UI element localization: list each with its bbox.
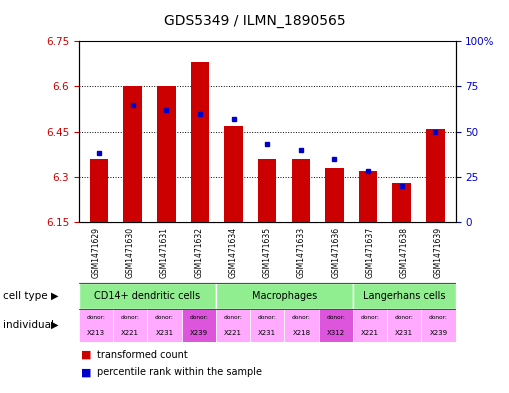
Text: transformed count: transformed count bbox=[97, 350, 187, 360]
Bar bbox=[426, 129, 445, 222]
Text: Macrophages: Macrophages bbox=[252, 291, 317, 301]
Text: donor:: donor: bbox=[395, 315, 414, 320]
Bar bbox=[216, 309, 250, 342]
Text: donor:: donor: bbox=[326, 315, 345, 320]
Text: ▶: ▶ bbox=[51, 320, 59, 330]
Bar bbox=[113, 309, 148, 342]
Text: GSM1471638: GSM1471638 bbox=[400, 227, 409, 278]
Bar bbox=[319, 309, 353, 342]
Text: X218: X218 bbox=[292, 330, 310, 336]
Bar bbox=[387, 309, 421, 342]
Text: GSM1471632: GSM1471632 bbox=[194, 227, 203, 278]
Bar bbox=[421, 309, 456, 342]
Text: individual: individual bbox=[3, 320, 53, 330]
Text: Langerhans cells: Langerhans cells bbox=[363, 291, 445, 301]
Text: ■: ■ bbox=[81, 367, 92, 377]
Bar bbox=[258, 159, 276, 222]
Text: GSM1471633: GSM1471633 bbox=[297, 227, 306, 278]
Bar bbox=[79, 309, 113, 342]
Bar bbox=[325, 168, 344, 222]
Text: X213: X213 bbox=[87, 330, 105, 336]
Text: GSM1471639: GSM1471639 bbox=[434, 227, 443, 278]
Text: donor:: donor: bbox=[429, 315, 448, 320]
Text: ■: ■ bbox=[81, 350, 92, 360]
Text: donor:: donor: bbox=[155, 315, 174, 320]
Bar bbox=[90, 159, 108, 222]
Text: donor:: donor: bbox=[292, 315, 311, 320]
Text: X239: X239 bbox=[430, 330, 447, 336]
Text: X231: X231 bbox=[395, 330, 413, 336]
Text: GSM1471637: GSM1471637 bbox=[365, 227, 375, 278]
Text: donor:: donor: bbox=[223, 315, 242, 320]
Bar bbox=[157, 86, 176, 222]
Bar bbox=[392, 183, 411, 222]
Text: X221: X221 bbox=[121, 330, 139, 336]
Bar bbox=[191, 62, 209, 222]
Text: X221: X221 bbox=[224, 330, 242, 336]
Text: donor:: donor: bbox=[360, 315, 379, 320]
Text: percentile rank within the sample: percentile rank within the sample bbox=[97, 367, 262, 377]
Text: GSM1471636: GSM1471636 bbox=[331, 227, 340, 278]
Text: CD14+ dendritic cells: CD14+ dendritic cells bbox=[94, 291, 201, 301]
Text: X312: X312 bbox=[327, 330, 345, 336]
Text: X231: X231 bbox=[258, 330, 276, 336]
Bar bbox=[124, 86, 142, 222]
Bar bbox=[79, 283, 216, 309]
Bar bbox=[182, 309, 216, 342]
Bar bbox=[285, 309, 319, 342]
Bar bbox=[359, 171, 377, 222]
Bar bbox=[292, 159, 310, 222]
Text: donor:: donor: bbox=[87, 315, 105, 320]
Text: GSM1471629: GSM1471629 bbox=[92, 227, 100, 278]
Text: cell type: cell type bbox=[3, 291, 47, 301]
Text: GSM1471631: GSM1471631 bbox=[160, 227, 169, 278]
Bar bbox=[353, 309, 387, 342]
Text: ▶: ▶ bbox=[51, 291, 59, 301]
Text: X239: X239 bbox=[190, 330, 208, 336]
Text: GSM1471634: GSM1471634 bbox=[229, 227, 238, 278]
Text: donor:: donor: bbox=[189, 315, 208, 320]
Bar bbox=[353, 283, 456, 309]
Text: donor:: donor: bbox=[258, 315, 277, 320]
Text: X221: X221 bbox=[361, 330, 379, 336]
Text: GDS5349 / ILMN_1890565: GDS5349 / ILMN_1890565 bbox=[164, 14, 345, 28]
Bar bbox=[224, 126, 243, 222]
Text: GSM1471635: GSM1471635 bbox=[263, 227, 272, 278]
Bar bbox=[148, 309, 182, 342]
Bar bbox=[216, 283, 353, 309]
Text: GSM1471630: GSM1471630 bbox=[126, 227, 135, 278]
Text: X231: X231 bbox=[155, 330, 174, 336]
Text: donor:: donor: bbox=[121, 315, 139, 320]
Bar bbox=[250, 309, 285, 342]
